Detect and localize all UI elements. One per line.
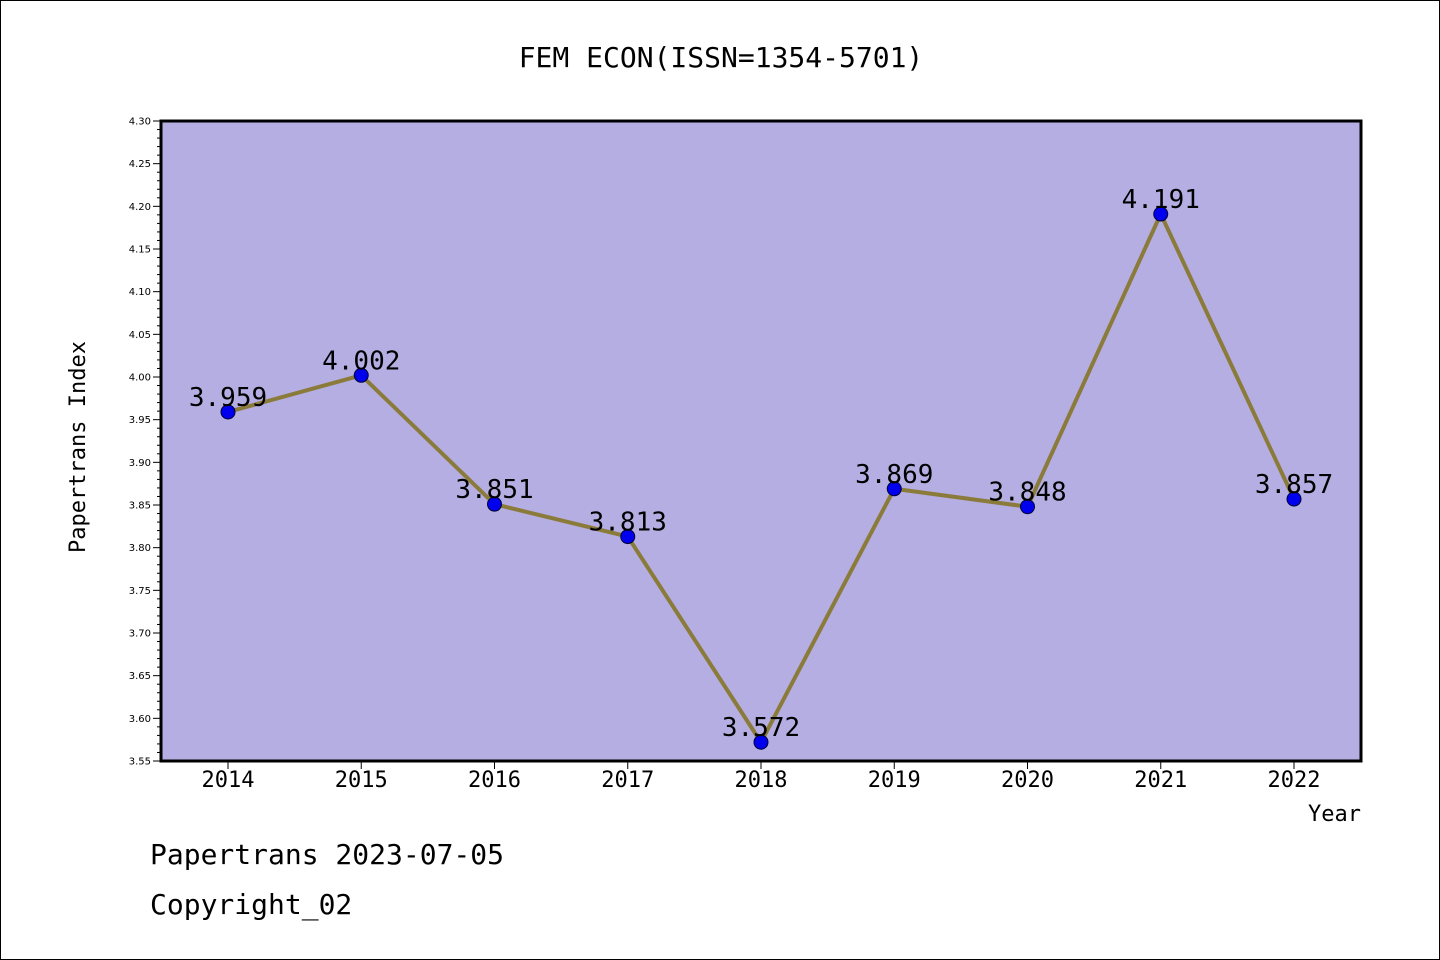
y-tick-label: 4.15 <box>129 245 151 256</box>
y-tick-label: 3.85 <box>129 501 151 512</box>
data-point <box>220 404 236 420</box>
series-markers <box>220 206 1302 750</box>
data-point <box>1286 491 1302 507</box>
y-tick-label: 4.05 <box>129 330 151 341</box>
y-tick-label: 3.95 <box>129 415 151 426</box>
y-tick-label: 3.90 <box>129 458 151 469</box>
data-label: 3.848 <box>988 478 1066 508</box>
data-label: 3.572 <box>722 713 800 743</box>
data-point <box>886 481 902 497</box>
data-label: 3.851 <box>455 475 533 505</box>
y-tick-label: 4.25 <box>129 159 151 170</box>
plot-area <box>161 121 1361 761</box>
data-label: 3.813 <box>589 508 667 538</box>
y-tick-label: 4.00 <box>129 373 151 384</box>
x-tick-label: 2016 <box>468 768 521 793</box>
x-tick-label: 2020 <box>1001 768 1054 793</box>
y-tick-label: 3.70 <box>129 629 151 640</box>
y-tick-label: 3.80 <box>129 543 151 554</box>
data-point <box>1153 206 1169 222</box>
data-point <box>487 496 502 512</box>
x-tick-label: 2022 <box>1268 768 1321 793</box>
footer-copyright: Copyright_02 <box>150 888 352 922</box>
x-tick-label: 2014 <box>202 768 255 793</box>
x-axis: 2014 2015 2016 2017 2018 2019 2020 2021 2022 <box>202 761 1321 793</box>
data-point <box>1020 499 1035 515</box>
x-tick-label: 2017 <box>601 768 654 793</box>
data-label: 4.002 <box>322 346 400 376</box>
y-tick-label: 4.10 <box>129 287 151 298</box>
data-labels: 3.959 4.002 3.851 3.813 3.572 3.869 3.848 4.191… <box>189 185 1333 743</box>
y-tick-label: 4.30 <box>129 117 151 128</box>
y-tick-label: 3.75 <box>129 586 151 597</box>
data-point <box>753 734 769 750</box>
chart-title: FEM ECON(ISSN=1354-5701) <box>519 41 924 74</box>
footer-date: Papertrans 2023-07-05 <box>150 838 504 871</box>
data-point <box>620 529 636 545</box>
y-tick-label: 3.60 <box>129 714 151 725</box>
data-label: 3.857 <box>1255 470 1333 500</box>
y-tick-label: 3.55 <box>129 757 151 768</box>
data-point <box>353 367 369 383</box>
y-tick-label: 3.65 <box>129 671 151 682</box>
data-label: 3.959 <box>189 383 267 413</box>
plot-border <box>159 119 1363 763</box>
data-label: 4.191 <box>1122 185 1200 215</box>
x-tick-label: 2018 <box>735 768 788 793</box>
data-label: 3.869 <box>855 460 933 490</box>
y-tick-label: 4.20 <box>129 202 151 213</box>
x-tick-label: 2019 <box>868 768 921 793</box>
x-tick-label: 2015 <box>335 768 388 793</box>
x-axis-label: Year <box>1308 802 1361 827</box>
x-tick-label: 2021 <box>1134 768 1187 793</box>
y-axis: 3.55 3.60 3.65 3.70 3.75 3.80 3.85 3.90 3.95 4.00… <box>129 117 161 768</box>
y-axis-label: Papertrans Index <box>66 341 91 553</box>
